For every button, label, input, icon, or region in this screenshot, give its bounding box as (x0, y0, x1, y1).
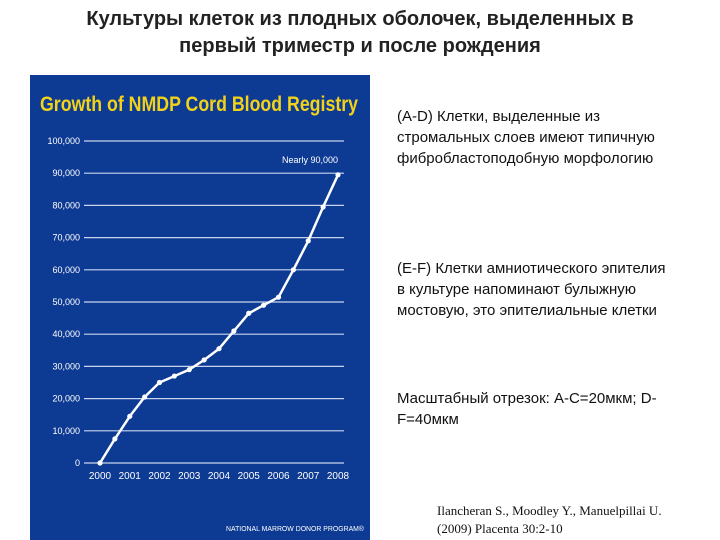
x-axis-ticks: 2000 2001 2002 2003 2004 2005 2006 2007 2008 (89, 471, 350, 482)
data-point (127, 413, 133, 419)
slide-title: Культуры клеток из плодных оболочек, выд… (0, 6, 720, 60)
data-point (201, 357, 207, 363)
y-tick-label: 100,000 (47, 136, 80, 146)
y-tick-label: 60,000 (52, 265, 80, 275)
data-point (171, 373, 177, 379)
data-point (97, 460, 103, 466)
data-point (112, 436, 118, 442)
y-tick-label: 40,000 (52, 329, 80, 339)
y-tick-label: 70,000 (52, 233, 80, 243)
x-tick-label: 2001 (119, 471, 142, 482)
data-point (290, 267, 296, 273)
series-group (97, 172, 341, 466)
data-point (275, 294, 282, 300)
x-tick-label: 2007 (297, 471, 320, 482)
data-point (186, 367, 192, 373)
series-line (98, 174, 340, 464)
y-tick-label: 80,000 (52, 200, 80, 210)
citation-authors: Ilancheran S., Moodley Y., Manuelpillai … (437, 503, 662, 518)
y-tick-label: 30,000 (52, 361, 80, 371)
text-block-epithelial: (E-F) Клетки амниотического эпителия в к… (397, 260, 666, 319)
x-tick-label: 2002 (148, 471, 171, 482)
text-block-stromal: (A-D) Клетки, выделенные из стромальных … (397, 108, 655, 167)
data-point (216, 346, 222, 352)
y-tick-label: 0 (75, 458, 80, 468)
x-tick-label: 2008 (327, 471, 350, 482)
x-tick-label: 2006 (267, 471, 290, 482)
chart-panel: Growth of NMDP Cord Blood Registry 0 10,0… (30, 75, 370, 540)
chart-title: Growth of NMDP Cord Blood Registry (40, 93, 358, 116)
data-point (156, 379, 163, 386)
y-tick-label: 90,000 (52, 168, 80, 178)
data-point (305, 238, 311, 244)
y-axis-ticks: 0 10,000 20,000 30,000 40,000 50,000 60,000 70,… (47, 136, 80, 468)
y-tick-label: 50,000 (52, 297, 80, 307)
x-tick-label: 2005 (238, 471, 261, 482)
citation-source: (2009) Placenta 30:2-10 (437, 521, 563, 536)
x-tick-label: 2004 (208, 471, 231, 482)
data-point (231, 328, 237, 334)
registry-growth-chart: Growth of NMDP Cord Blood Registry 0 10,0… (40, 93, 365, 533)
y-tick-label: 10,000 (52, 426, 80, 436)
data-point (142, 394, 148, 400)
chart-annotation: Nearly 90,000 (282, 155, 338, 165)
x-tick-label: 2003 (178, 471, 201, 482)
chart-footer: NATIONAL MARROW DONOR PROGRAM® (226, 525, 365, 533)
data-point (335, 172, 341, 178)
y-tick-label: 20,000 (52, 394, 80, 404)
data-point (261, 302, 267, 308)
slide-title-line-1: Культуры клеток из плодных оболочек, выд… (86, 8, 634, 30)
citation: Ilancheran S., Moodley Y., Manuelpillai … (437, 502, 707, 538)
x-tick-label: 2000 (89, 471, 112, 482)
data-point (246, 310, 252, 316)
slide-title-line-2: первый триместр и после рождения (179, 35, 541, 57)
gridlines (84, 140, 344, 464)
data-point (320, 204, 326, 210)
text-block-scale-bar: Масштабный отрезок: A-C=20мкм; D-F=40мкм (397, 390, 657, 428)
